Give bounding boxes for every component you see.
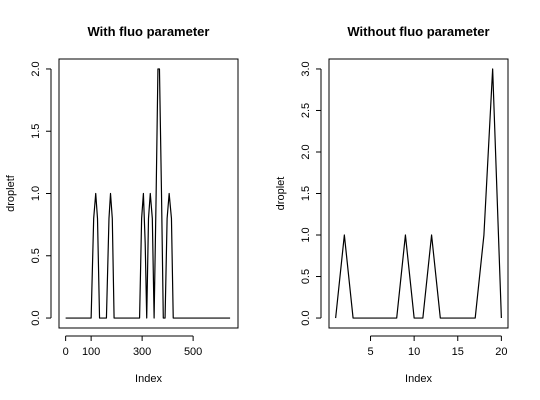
y-tick-label: 1.0 <box>30 186 42 201</box>
x-tick-label: 0 <box>63 346 69 358</box>
y-axis-label: dropletf <box>5 174 17 212</box>
y-tick-label: 0.5 <box>30 248 42 263</box>
y-tick-label: 2.0 <box>30 61 42 76</box>
panel-with-fluo: With fluo parameter 0 100 300 500 0.0 0.5 1.0 1.… <box>5 24 239 385</box>
x-tick-label: 10 <box>408 346 420 358</box>
x-axis-label: Index <box>405 373 432 385</box>
y-tick-label: 1.0 <box>300 227 312 242</box>
plot-frame <box>328 58 509 329</box>
y-tick-label: 3.0 <box>300 61 312 76</box>
y-tick-label: 0.5 <box>300 269 312 284</box>
x-tick-label: 20 <box>495 346 507 358</box>
y-tick-label: 1.5 <box>300 186 312 201</box>
x-tick-label: 100 <box>82 346 100 358</box>
chart-title: With fluo parameter <box>88 24 210 39</box>
series-line <box>65 68 231 319</box>
plot-frame <box>58 58 239 329</box>
x-tick-label: 300 <box>133 346 151 358</box>
y-tick-label: 2.0 <box>300 144 312 159</box>
chart-title: Without fluo parameter <box>347 24 489 39</box>
x-tick-label: 15 <box>452 346 464 358</box>
x-axis-label: Index <box>135 373 162 385</box>
x-tick-label: 500 <box>184 346 202 358</box>
x-tick-label: 5 <box>367 346 373 358</box>
y-axis-label: droplet <box>275 177 287 211</box>
y-tick-label: 2.5 <box>300 103 312 118</box>
series-line <box>335 68 502 319</box>
panel-without-fluo: Without fluo parameter 5 10 15 20 0.0 0.5 1.0 1.… <box>275 24 509 385</box>
y-tick-label: 0.0 <box>300 310 312 325</box>
y-tick-label: 0.0 <box>30 310 42 325</box>
y-tick-label: 1.5 <box>30 124 42 139</box>
